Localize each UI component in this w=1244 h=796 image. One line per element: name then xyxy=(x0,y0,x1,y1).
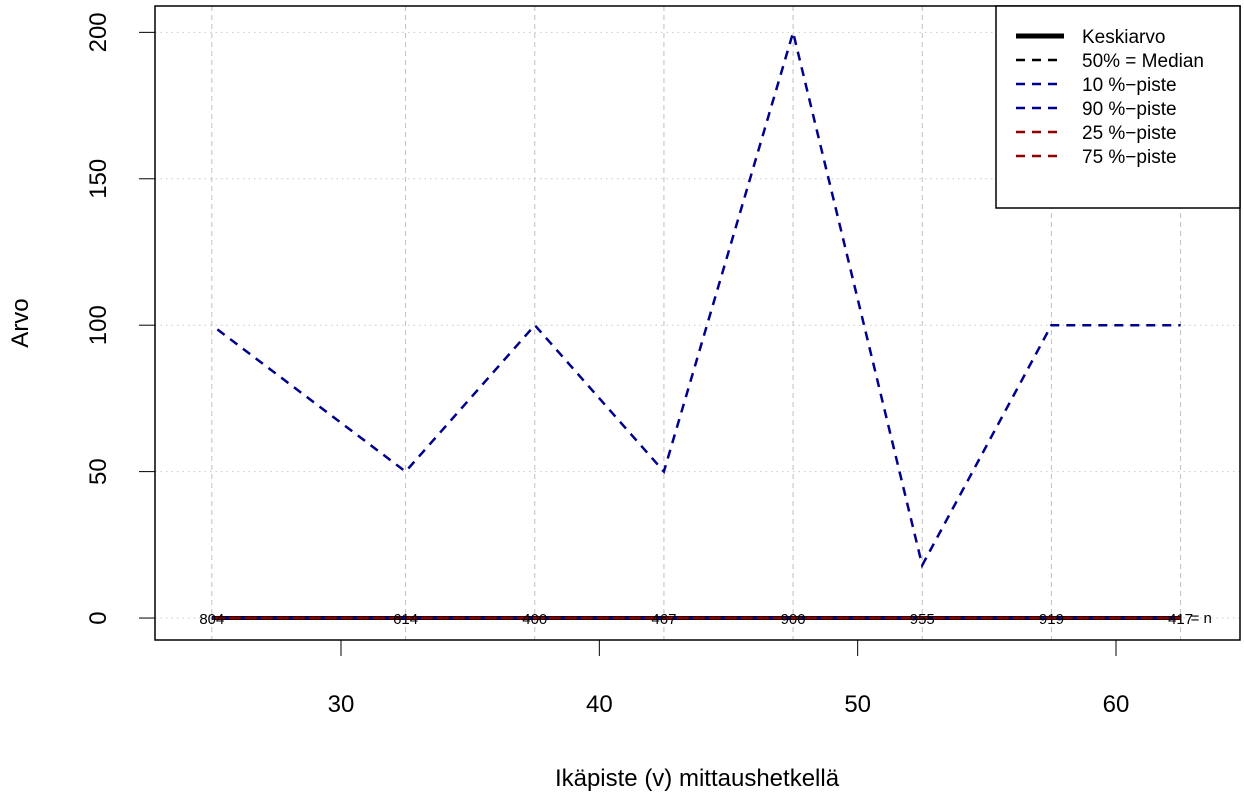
y-axis-label: Arvo xyxy=(7,298,34,347)
n-legend-label: = n xyxy=(1191,610,1212,627)
n-value-label: 467 xyxy=(651,611,676,628)
n-value-label: 919 xyxy=(1039,611,1064,628)
n-value-label: 400 xyxy=(522,611,547,628)
x-tick-label: 40 xyxy=(586,691,613,718)
n-value-label: 417 xyxy=(1168,611,1193,628)
legend: Keskiarvo 50% = Median 10 %−piste 90 %−pist… xyxy=(995,5,1241,209)
legend-label: Keskiarvo xyxy=(1082,27,1165,48)
legend-label: 90 %−piste xyxy=(1082,99,1177,120)
x-axis-label: Ikäpiste (v) mittaushetkellä xyxy=(555,765,840,792)
legend-label: 10 %−piste xyxy=(1082,75,1177,96)
y-tick-label: 50 xyxy=(85,458,112,485)
legend-label: 25 %−piste xyxy=(1082,123,1177,144)
grid xyxy=(155,6,1240,640)
n-value-label: 804 xyxy=(199,611,224,628)
legend-label: 75 %−piste xyxy=(1082,147,1177,168)
series-line xyxy=(211,27,1181,569)
x-tick-label: 60 xyxy=(1103,691,1130,718)
n-value-label: 614 xyxy=(393,611,418,628)
x-tick-label: 50 xyxy=(844,691,871,718)
n-labels: 804 614 400 467 900 955 919 417= n xyxy=(199,610,1212,628)
y-tick-label: 0 xyxy=(85,611,112,624)
n-value-label: 900 xyxy=(781,611,806,628)
y-tick-label: 100 xyxy=(85,305,112,345)
legend-label: 50% = Median xyxy=(1082,51,1204,72)
series-lines xyxy=(211,27,1181,620)
axes: 30 40 50 60 0 50 100 150 200 xyxy=(85,12,1129,718)
n-value-label: 955 xyxy=(910,611,935,628)
y-tick-label: 150 xyxy=(85,159,112,199)
y-tick-label: 200 xyxy=(85,12,112,52)
x-tick-label: 30 xyxy=(328,691,355,718)
